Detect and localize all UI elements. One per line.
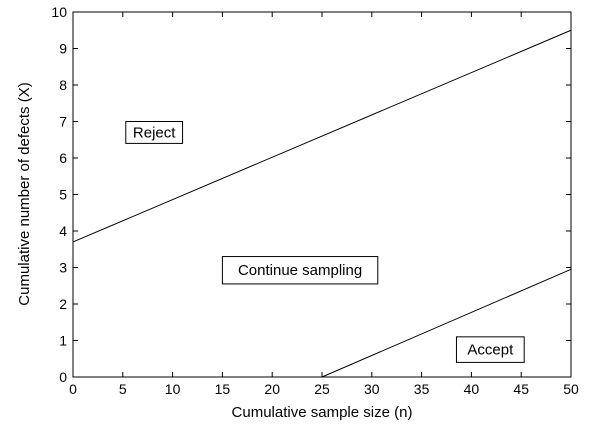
region-annotations: Reject Continue sampling Accept (125, 121, 525, 363)
y-tick-label: 6 (59, 150, 67, 166)
region-label-text: Reject (133, 124, 176, 141)
x-tick-label: 15 (215, 381, 231, 397)
x-tick-label: 0 (69, 381, 77, 397)
x-tick-label: 45 (513, 381, 529, 397)
x-tick-label: 5 (119, 381, 127, 397)
region-label-box: Reject (125, 121, 184, 144)
region-label-text: Accept (467, 342, 514, 359)
y-tick-label: 8 (59, 77, 67, 93)
region-label-frame (221, 256, 379, 285)
region-label-text: Continue sampling (238, 262, 362, 279)
x-axis-title: Cumulative sample size (n) (232, 404, 413, 421)
x-tick-label: 10 (165, 381, 181, 397)
y-tick-label: 1 (59, 333, 67, 349)
y-tick-label: 7 (59, 114, 67, 130)
plot-frame (72, 11, 572, 378)
series-lines (72, 29, 572, 378)
region-label-box: Accept (455, 336, 525, 363)
y-tick-label: 2 (59, 296, 67, 312)
x-tick-label: 20 (264, 381, 280, 397)
y-tick-label: 3 (59, 260, 67, 276)
y-tick-label: 10 (51, 4, 67, 20)
region-label-frame (455, 336, 525, 363)
x-tick-label: 25 (314, 381, 330, 397)
x-tick-label: 30 (364, 381, 380, 397)
y-tick-label: 4 (59, 223, 67, 239)
region-label-box: Continue sampling (221, 256, 379, 285)
series-line-2 (321, 268, 572, 378)
x-tick-label: 40 (464, 381, 480, 397)
y-axis: 0 1 2 3 4 5 6 7 8 9 10 (51, 4, 571, 385)
region-label-frame (125, 121, 184, 144)
x-tick-label: 35 (414, 381, 430, 397)
y-tick-label: 5 (59, 187, 67, 203)
x-axis: 0 5 10 15 20 25 30 35 40 45 50 (69, 12, 579, 397)
y-tick-label: 0 (59, 369, 67, 385)
y-tick-label: 9 (59, 41, 67, 57)
x-tick-label: 50 (563, 381, 579, 397)
y-axis-title: Cumulative number of defects (X) (16, 82, 33, 305)
series-line-1 (72, 29, 572, 243)
